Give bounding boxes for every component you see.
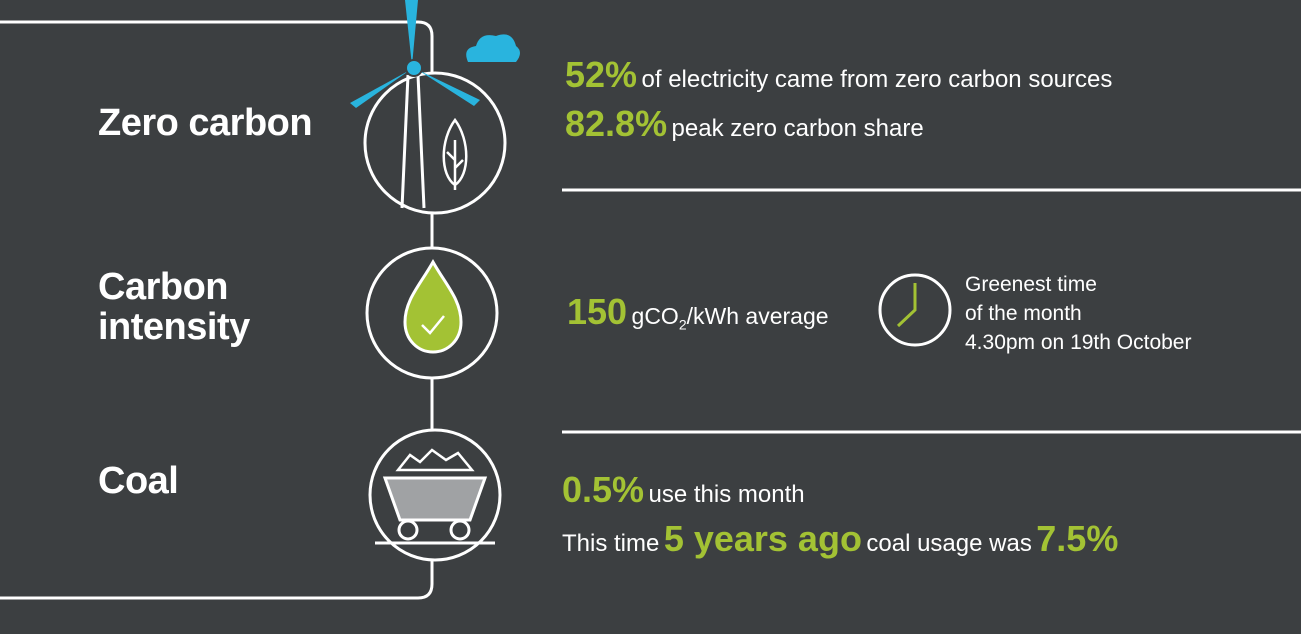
drop-icon	[403, 258, 463, 354]
unit-end: /kWh average	[686, 303, 829, 329]
stat-text: of electricity came from zero carbon sou…	[641, 66, 1113, 93]
comparison-line: This time 5 years ago coal usage was 7.5…	[562, 518, 1118, 560]
greenest-line: 4.30pm on 19th October	[965, 331, 1192, 354]
stat-line: 82.8% peak zero carbon share	[565, 103, 924, 145]
stat-text: peak zero carbon share	[671, 115, 924, 142]
coal-cart-icon	[375, 448, 495, 545]
section-title: Zero carbon	[98, 102, 313, 144]
comparison-text: This time	[562, 530, 660, 557]
stat-value: 52%	[565, 54, 638, 95]
comparison-highlight: 5 years ago	[663, 518, 862, 559]
zero-carbon-circle	[363, 71, 507, 215]
stat-unit: gCO2/kWh average	[631, 303, 829, 333]
comparison-text: coal usage was	[866, 530, 1032, 557]
comparison-value: 7.5%	[1036, 518, 1119, 559]
stat-line: 0.5% use this month	[562, 469, 805, 511]
turbine-icon	[350, 0, 520, 209]
section-title: Carbon intensity	[98, 266, 250, 348]
stat-value: 0.5%	[562, 469, 645, 510]
stat-line: 150 gCO2/kWh average	[567, 291, 829, 333]
clock-icon	[878, 273, 952, 347]
stat-value: 150	[567, 291, 628, 332]
stat-text: use this month	[648, 481, 805, 508]
unit: gCO	[631, 303, 679, 329]
stat-line: 52% of electricity came from zero carbon…	[565, 54, 1112, 96]
greenest-line: Greenest time	[965, 273, 1097, 296]
stat-value: 82.8%	[565, 103, 668, 144]
greenest-block: Greenest time of the month 4.30pm on 19t…	[965, 270, 1191, 357]
greenest-line: of the month	[965, 302, 1082, 325]
section-title: Coal	[98, 460, 179, 502]
unit-subscript: 2	[678, 316, 687, 333]
